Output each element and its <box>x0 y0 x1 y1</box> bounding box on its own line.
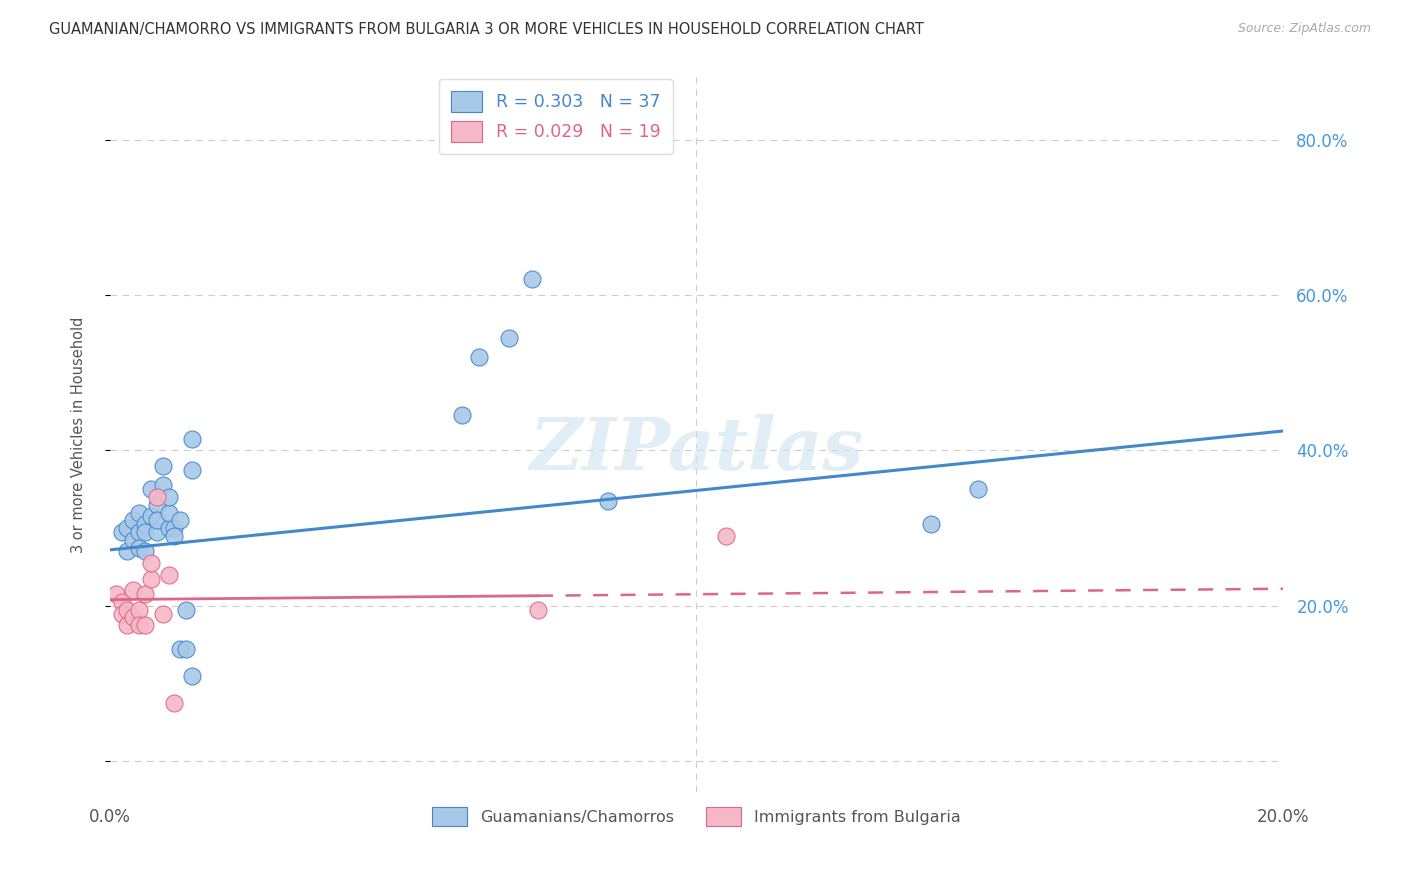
Point <box>139 509 162 524</box>
Point <box>498 331 520 345</box>
Point <box>134 618 156 632</box>
Point <box>181 463 204 477</box>
Point <box>920 517 942 532</box>
Point <box>468 350 491 364</box>
Point <box>157 490 180 504</box>
Point <box>152 607 174 621</box>
Point <box>128 506 150 520</box>
Point <box>714 529 737 543</box>
Point <box>134 517 156 532</box>
Point <box>174 641 197 656</box>
Point <box>152 478 174 492</box>
Point <box>163 529 186 543</box>
Text: ZIPatlas: ZIPatlas <box>530 414 863 484</box>
Point <box>169 513 191 527</box>
Point <box>122 610 145 624</box>
Point <box>117 544 139 558</box>
Point <box>152 458 174 473</box>
Point <box>128 603 150 617</box>
Point <box>134 587 156 601</box>
Point <box>128 524 150 539</box>
Point <box>128 541 150 555</box>
Point <box>110 595 132 609</box>
Point <box>146 490 169 504</box>
Point <box>104 587 127 601</box>
Text: Source: ZipAtlas.com: Source: ZipAtlas.com <box>1237 22 1371 36</box>
Point <box>146 513 169 527</box>
Point <box>169 641 191 656</box>
Point <box>522 272 544 286</box>
Point <box>122 533 145 547</box>
Point <box>967 483 990 497</box>
Point <box>139 556 162 570</box>
Point <box>110 607 132 621</box>
Point <box>128 618 150 632</box>
Point <box>598 494 620 508</box>
Y-axis label: 3 or more Vehicles in Household: 3 or more Vehicles in Household <box>72 317 86 553</box>
Point <box>110 524 132 539</box>
Point <box>181 669 204 683</box>
Point <box>163 696 186 710</box>
Point <box>157 567 180 582</box>
Point <box>139 483 162 497</box>
Point <box>450 409 472 423</box>
Point <box>134 524 156 539</box>
Point <box>157 506 180 520</box>
Point <box>146 498 169 512</box>
Point <box>146 524 169 539</box>
Text: GUAMANIAN/CHAMORRO VS IMMIGRANTS FROM BULGARIA 3 OR MORE VEHICLES IN HOUSEHOLD C: GUAMANIAN/CHAMORRO VS IMMIGRANTS FROM BU… <box>49 22 924 37</box>
Point <box>163 521 186 535</box>
Point <box>181 432 204 446</box>
Point <box>527 603 550 617</box>
Point <box>139 572 162 586</box>
Point <box>117 521 139 535</box>
Point <box>117 603 139 617</box>
Point <box>117 618 139 632</box>
Point <box>134 544 156 558</box>
Point <box>122 583 145 598</box>
Legend: Guamanians/Chamorros, Immigrants from Bulgaria: Guamanians/Chamorros, Immigrants from Bu… <box>425 799 969 834</box>
Point <box>122 513 145 527</box>
Point <box>157 521 180 535</box>
Point <box>174 603 197 617</box>
